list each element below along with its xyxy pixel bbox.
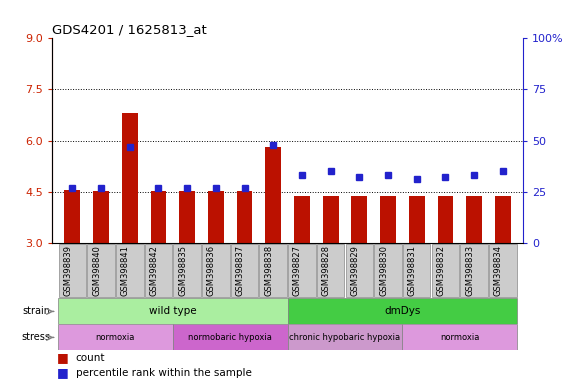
Bar: [437, 196, 453, 243]
FancyBboxPatch shape: [288, 244, 315, 297]
FancyBboxPatch shape: [231, 244, 259, 297]
Text: chronic hypobaric hypoxia: chronic hypobaric hypoxia: [289, 333, 400, 342]
Text: stress: stress: [22, 333, 51, 343]
FancyBboxPatch shape: [87, 244, 115, 297]
FancyBboxPatch shape: [145, 244, 172, 297]
Text: normoxia: normoxia: [440, 333, 479, 342]
FancyBboxPatch shape: [460, 244, 488, 297]
Bar: [288, 324, 403, 351]
Text: GSM398837: GSM398837: [235, 245, 245, 296]
Text: GSM398838: GSM398838: [264, 245, 273, 296]
Text: normobaric hypoxia: normobaric hypoxia: [188, 333, 272, 342]
Text: percentile rank within the sample: percentile rank within the sample: [76, 368, 252, 378]
FancyBboxPatch shape: [346, 244, 373, 297]
Text: GSM398835: GSM398835: [178, 245, 187, 296]
Text: GSM398828: GSM398828: [322, 245, 331, 296]
Bar: [208, 191, 224, 243]
Bar: [173, 324, 288, 351]
FancyBboxPatch shape: [374, 244, 402, 297]
Text: normoxia: normoxia: [96, 333, 135, 342]
Bar: [352, 196, 367, 243]
Text: GSM398841: GSM398841: [121, 245, 130, 296]
Text: GSM398839: GSM398839: [63, 245, 73, 296]
Bar: [58, 298, 288, 324]
Text: GSM398831: GSM398831: [408, 245, 417, 296]
Text: GSM398829: GSM398829: [350, 245, 359, 296]
Text: GSM398827: GSM398827: [293, 245, 302, 296]
Text: count: count: [76, 353, 105, 363]
Bar: [64, 190, 80, 243]
FancyBboxPatch shape: [432, 244, 459, 297]
Text: GDS4201 / 1625813_at: GDS4201 / 1625813_at: [52, 23, 207, 36]
Text: GSM398830: GSM398830: [379, 245, 388, 296]
Text: dmDys: dmDys: [384, 306, 421, 316]
Bar: [495, 196, 511, 243]
FancyBboxPatch shape: [202, 244, 229, 297]
FancyBboxPatch shape: [173, 244, 201, 297]
Text: GSM398833: GSM398833: [465, 245, 474, 296]
Text: wild type: wild type: [149, 306, 196, 316]
Text: GSM398840: GSM398840: [92, 245, 101, 296]
Text: GSM398832: GSM398832: [436, 245, 446, 296]
FancyBboxPatch shape: [403, 244, 431, 297]
Bar: [288, 298, 517, 324]
FancyBboxPatch shape: [317, 244, 345, 297]
Bar: [380, 196, 396, 243]
Text: ■: ■: [57, 366, 69, 379]
Text: ■: ■: [57, 351, 69, 364]
Bar: [236, 191, 252, 243]
FancyBboxPatch shape: [260, 244, 287, 297]
FancyBboxPatch shape: [489, 244, 517, 297]
Bar: [323, 196, 339, 243]
FancyBboxPatch shape: [59, 244, 86, 297]
Bar: [150, 191, 166, 243]
Bar: [294, 196, 310, 243]
Bar: [409, 196, 425, 243]
Bar: [180, 191, 195, 243]
Bar: [403, 324, 517, 351]
Bar: [93, 191, 109, 243]
Bar: [466, 196, 482, 243]
Text: GSM398834: GSM398834: [494, 245, 503, 296]
Bar: [266, 147, 281, 243]
Text: GSM398842: GSM398842: [149, 245, 159, 296]
FancyBboxPatch shape: [116, 244, 144, 297]
Bar: [58, 324, 173, 351]
Text: GSM398836: GSM398836: [207, 245, 216, 296]
Text: strain: strain: [23, 306, 51, 316]
Bar: [122, 113, 138, 243]
